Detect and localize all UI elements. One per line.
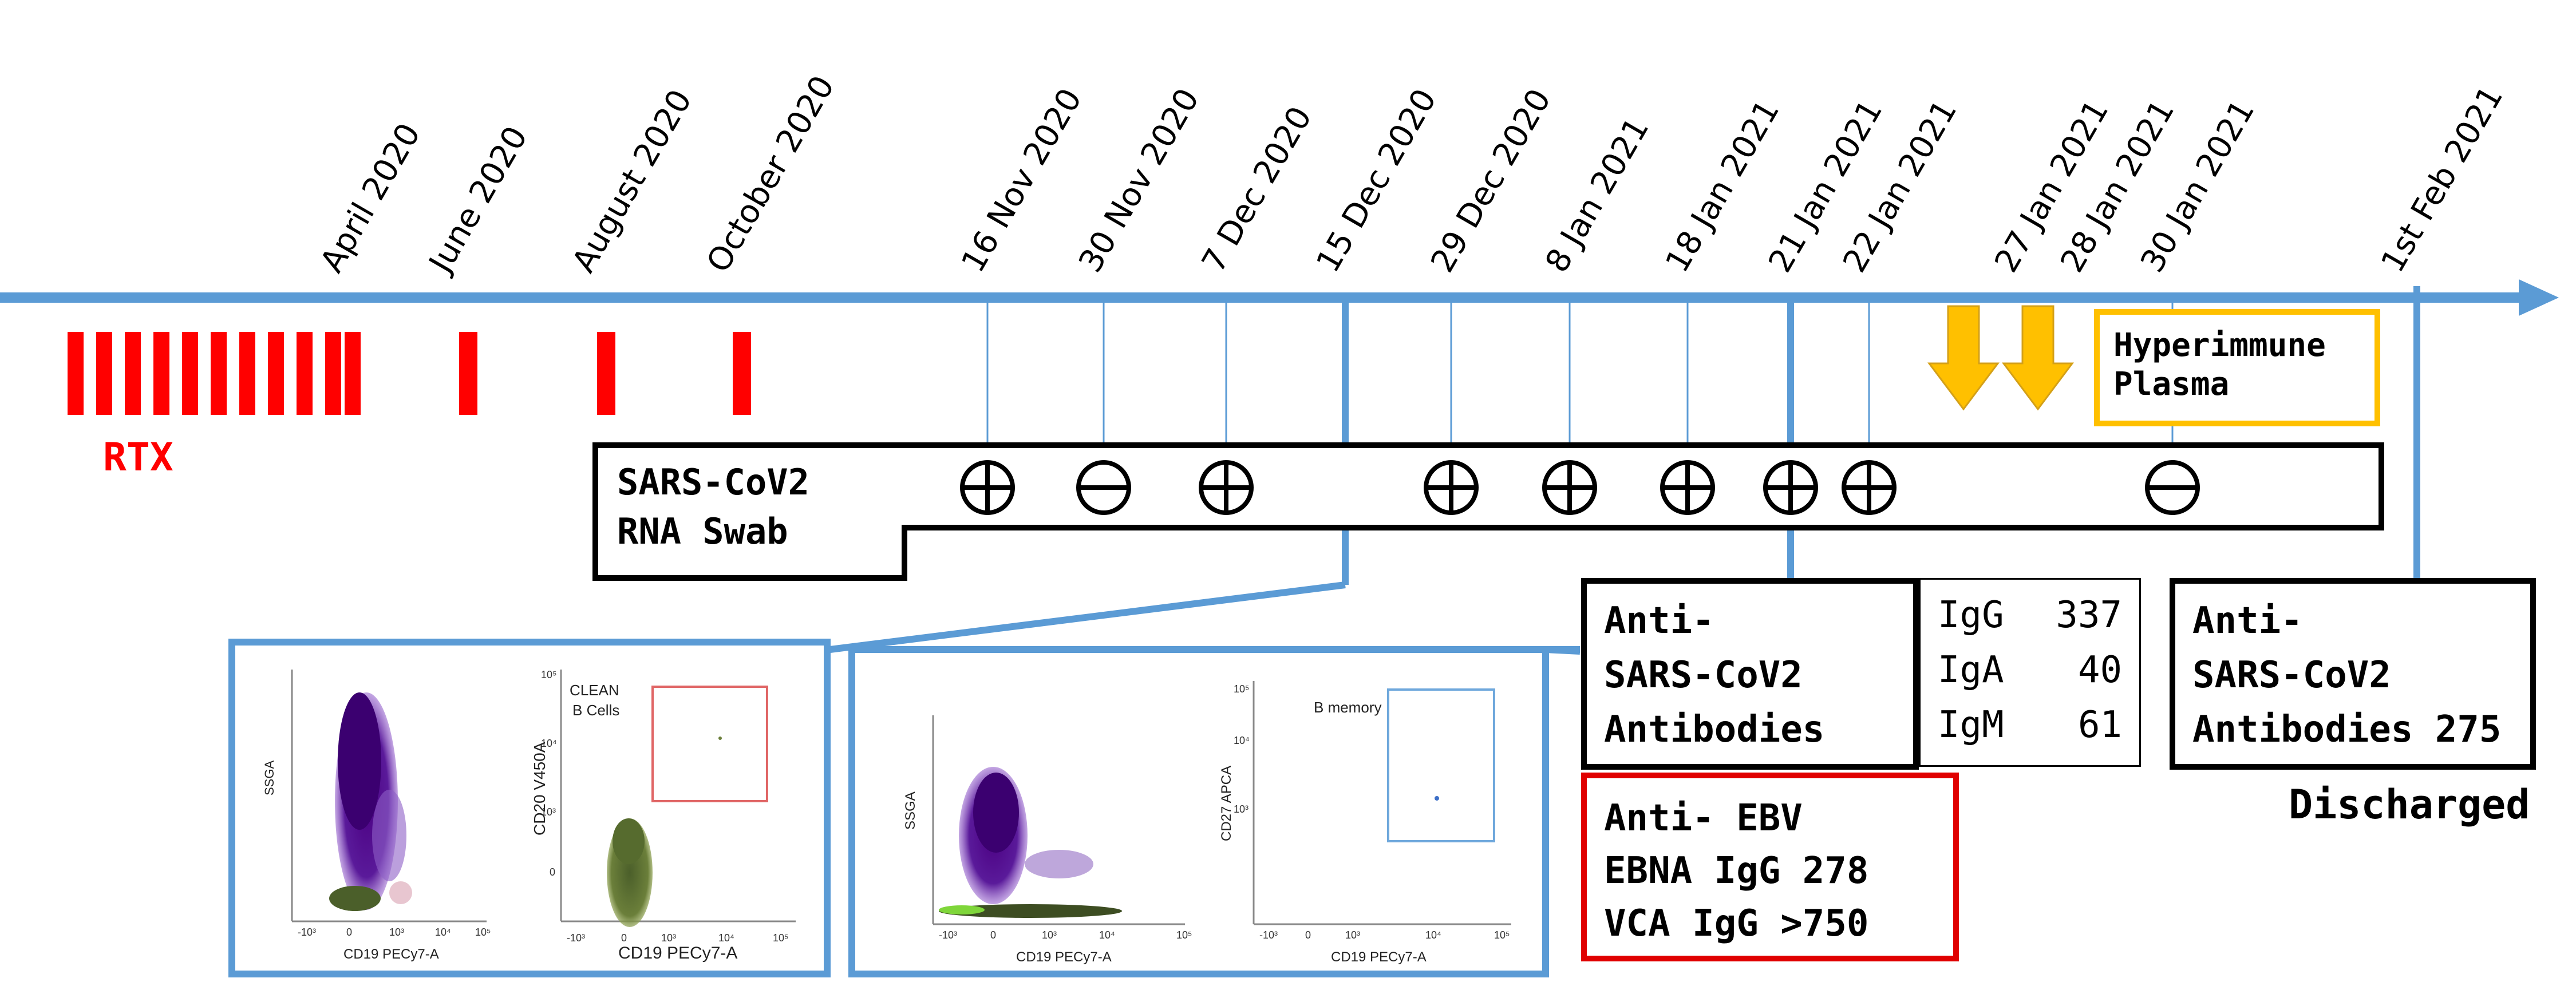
tick: 10³	[661, 932, 676, 944]
swab-label: SARS-CoV2 RNA Swab	[617, 458, 809, 556]
antibodies-second-line2: SARS-CoV2	[2192, 654, 2391, 696]
antibodies-box-second: Anti- SARS-CoV2 Antibodies 275	[2170, 578, 2536, 770]
swab-box-outline	[592, 442, 2384, 581]
ig-value: 61	[2077, 704, 2122, 746]
tick: 0	[346, 926, 352, 938]
ebv-box: Anti- EBV EBNA IgG 278 VCA IgG >750	[1581, 773, 1959, 961]
plasma-arrows	[1927, 305, 2074, 411]
ebv-line3: VCA IgG >750	[1604, 902, 1869, 945]
left-gate-label-2: B Cells	[572, 702, 619, 719]
right-ssga-label: SSGA	[903, 791, 918, 830]
tick: 10⁴	[435, 926, 451, 938]
scatter-ssga-cd19-right	[932, 715, 1185, 925]
flow-labels: SSGA CD19 PECy7-A CD20 V450A CLEAN B Cel…	[262, 682, 1427, 965]
ig-name: IgM	[1938, 704, 2004, 746]
tick: 10⁵	[773, 932, 788, 944]
scatter-cd20-cd19-left	[560, 670, 796, 927]
ig-row: IgG 337	[1938, 588, 2122, 643]
tick: 10⁵	[1234, 683, 1249, 695]
left-xlabel-a: CD19 PECy7-A	[343, 947, 439, 962]
tick: -10³	[939, 929, 957, 941]
tick: 0	[1305, 929, 1311, 941]
swab-line1: SARS-CoV2	[617, 461, 809, 503]
ig-value: 337	[2056, 594, 2122, 636]
tick: 10⁴	[718, 932, 734, 944]
flow-panel-left	[228, 639, 831, 977]
ig-name: IgA	[1938, 649, 2004, 691]
plasma-line1: Hyperimmune	[2113, 327, 2326, 364]
plasma-box: Hyperimmune Plasma	[2094, 309, 2380, 426]
tick: -10³	[1259, 929, 1278, 941]
antibodies-box-first: Anti- SARS-CoV2 Antibodies	[1581, 578, 1919, 770]
ig-row: IgA 40	[1938, 643, 2122, 698]
tick: 10³	[541, 806, 556, 818]
rtx-label: RTX	[103, 435, 173, 480]
ig-row: IgM 61	[1938, 698, 2122, 753]
antibodies-second-line3: Antibodies 275	[2192, 708, 2502, 751]
tick: 10³	[389, 926, 404, 938]
discharged-label: Discharged	[2289, 781, 2530, 828]
tick: 10⁵	[1176, 929, 1192, 941]
ig-list: IgG 337 IgA 40 IgM 61	[1938, 588, 2122, 753]
right-gate-label: B memory	[1314, 699, 1381, 716]
tick: 10⁴	[1099, 929, 1115, 941]
tick: 10⁵	[1494, 929, 1510, 941]
swab-line2: RNA Swab	[617, 510, 788, 552]
right-xlabel-a: CD19 PECy7-A	[1016, 949, 1112, 965]
flow-tick-labels: -10³ 0 10³ 10⁴ 10⁵ -10³ 0 10³ 10⁴ 10⁵ 10…	[298, 669, 1510, 944]
tick: 10⁵	[541, 669, 556, 680]
tick: 10⁴	[1425, 929, 1441, 941]
time-axis-arrowhead	[2519, 279, 2559, 316]
scatter-ssga-cd19-left	[291, 670, 487, 922]
plasma-line2: Plasma	[2113, 366, 2230, 403]
ebv-line2: EBNA IgG 278	[1604, 850, 1869, 892]
tick: 10⁵	[475, 926, 491, 938]
left-cd20-label: CD20 V450A	[531, 742, 548, 836]
ig-name: IgG	[1938, 594, 2004, 636]
tick: 0	[621, 932, 627, 944]
tick: 10³	[1234, 803, 1249, 815]
tick: 10⁴	[1234, 735, 1250, 746]
scatter-cd27-cd19-right	[1253, 681, 1511, 925]
flow-connector-right	[1545, 646, 1581, 655]
antibodies-first-line1: Anti-	[1604, 600, 1714, 642]
right-xlabel-b: CD19 PECy7-A	[1331, 949, 1427, 965]
tick: 0	[550, 866, 555, 878]
right-cd27-label: CD27 APCA	[1219, 766, 1234, 841]
tick: 10³	[1042, 929, 1057, 941]
flow-panel-right	[848, 646, 1549, 977]
tick: -10³	[298, 926, 316, 938]
ig-values-box: IgG 337 IgA 40 IgM 61	[1919, 578, 2141, 767]
left-xlabel-b: CD19 PECy7-A	[618, 944, 737, 963]
rtx-bars	[68, 332, 751, 415]
ig-value: 40	[2077, 649, 2122, 691]
left-gate-label-1: CLEAN	[570, 682, 619, 699]
tick: 10³	[1345, 929, 1360, 941]
antibodies-first-line2: SARS-CoV2	[1604, 654, 1803, 696]
swab-results	[960, 460, 2200, 515]
left-ssga-label: SSGA	[262, 761, 276, 795]
antibodies-first-line3: Antibodies	[1604, 708, 1825, 751]
tick: 0	[990, 929, 996, 941]
tick: -10³	[567, 932, 585, 944]
date-gridlines	[986, 298, 2174, 452]
ebv-line1: Anti- EBV	[1604, 797, 1803, 840]
tick: 10⁴	[541, 738, 557, 749]
antibodies-second-line1: Anti-	[2192, 600, 2303, 642]
